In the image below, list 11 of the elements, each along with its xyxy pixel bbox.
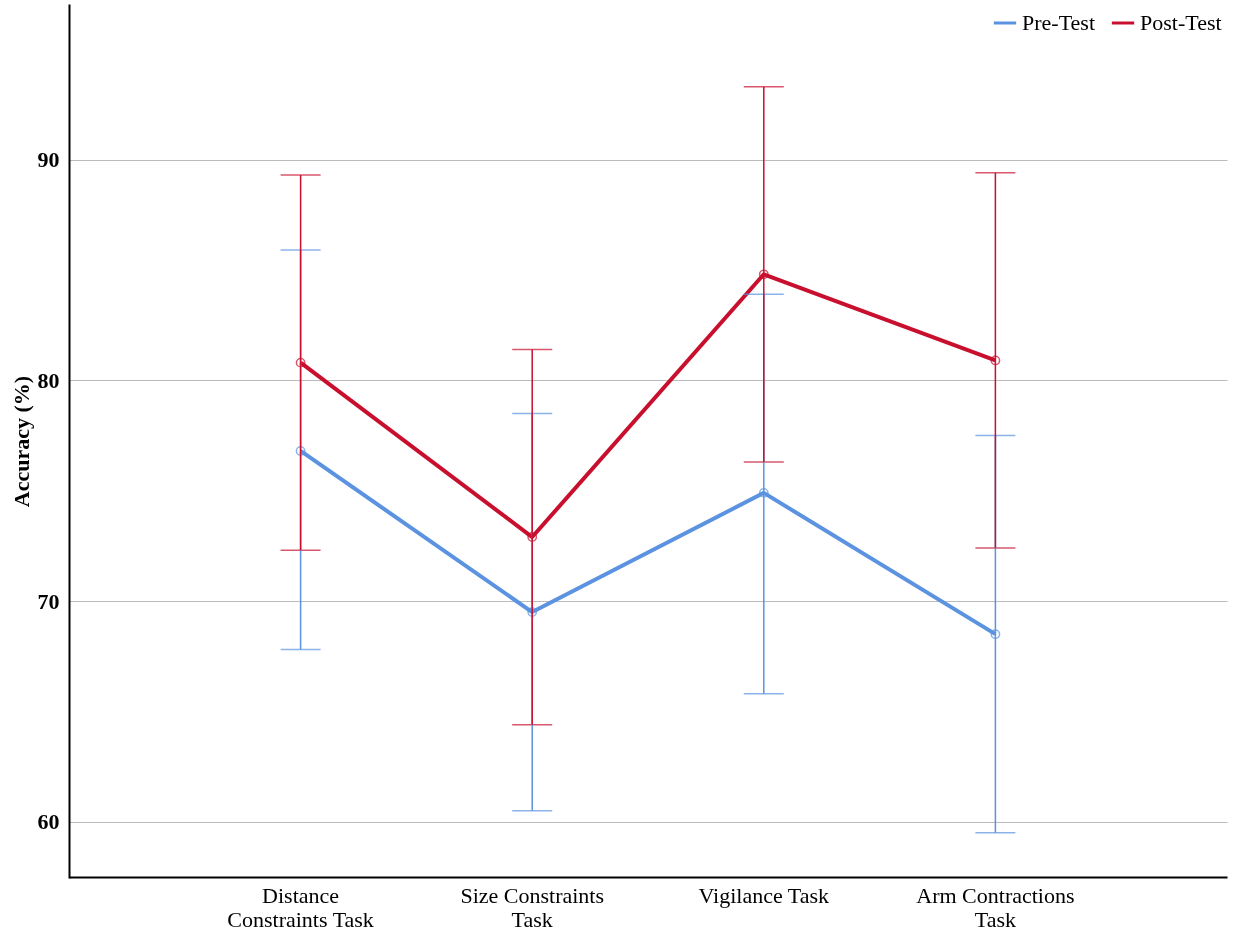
legend-label: Pre-Test [1022, 10, 1095, 35]
x-tick-label: Size Constraints Task [460, 882, 604, 932]
y-axis-title: Accuracy (%) [8, 375, 34, 508]
x-tick-label: Vigilance Task [698, 882, 830, 908]
y-tick-label: 60 [37, 809, 60, 835]
x-tick-label: Arm Contractions Task [916, 882, 1075, 932]
y-tick-label: 80 [37, 367, 60, 393]
x-tick-label: Distance Constraints Task [227, 882, 374, 932]
y-tick-label: 90 [37, 147, 60, 173]
y-tick-label: 70 [37, 588, 60, 614]
legend-label: Post-Test [1140, 10, 1222, 35]
